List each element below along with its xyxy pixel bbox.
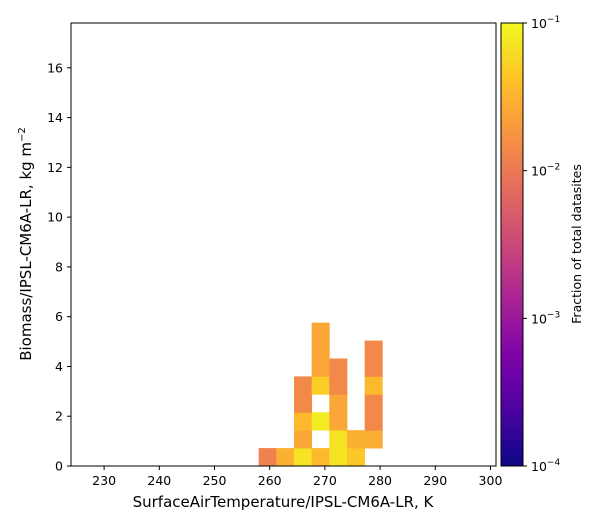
heatmap-cell (311, 358, 330, 377)
y-tick-label: 14 (47, 110, 63, 125)
heatmap-cell (276, 448, 295, 467)
x-tick-label: 280 (368, 473, 392, 488)
heatmap-cell (329, 376, 348, 395)
heatmap-cell (293, 376, 313, 395)
x-tick-label: 230 (92, 473, 116, 488)
heatmap-cell (346, 448, 366, 467)
x-tick-label: 240 (147, 473, 171, 488)
heatmap-cell (258, 448, 277, 467)
heatmap-cell (329, 358, 348, 377)
heatmap-cell (311, 376, 330, 395)
y-axis-label-sup: −2 (17, 127, 28, 142)
heatmap-cell (311, 322, 330, 341)
heatmap-cell (364, 394, 383, 413)
heatmap-cell (293, 394, 313, 413)
heatmap-cell (364, 412, 383, 431)
y-tick-label: 4 (55, 359, 63, 374)
x-tick-label: 300 (479, 473, 503, 488)
heatmap-cell (329, 448, 348, 467)
heatmap-cell (364, 358, 383, 377)
heatmap-cell (364, 340, 383, 359)
x-tick-label: 290 (423, 473, 447, 488)
heatmap-cell (364, 430, 383, 449)
y-tick-label: 10 (47, 210, 63, 225)
heatmap-cell (329, 430, 348, 449)
x-tick-label: 270 (313, 473, 337, 488)
heatmap-cell (293, 430, 313, 449)
colorbar-ticks: 10−1 10−2 10−3 10−4 (523, 15, 560, 474)
y-tick-label: 8 (55, 259, 63, 274)
x-axis: 230 240 250 260 270 280 290 300 (92, 466, 502, 488)
plot-frame (70, 22, 497, 467)
y-axis: 0 2 4 6 8 10 12 14 16 (47, 60, 71, 474)
x-axis-label: SurfaceAirTemperature/IPSL-CM6A-LR, K (133, 493, 435, 511)
y-tick-label: 0 (55, 459, 63, 474)
y-axis-label-main: Biomass/IPSL-CM6A-LR, kg m (17, 142, 35, 361)
colorbar (500, 22, 524, 467)
colorbar-tick-label: 10−4 (531, 458, 560, 474)
y-tick-label: 16 (47, 60, 63, 75)
heatmap-cell (364, 376, 383, 395)
colorbar-label: Fraction of total datasites (569, 164, 584, 324)
colorbar-tick-label: 10−1 (531, 15, 560, 31)
heatmap-cell (293, 412, 313, 431)
heatmap-cell (329, 412, 348, 431)
heatmap-cells (258, 322, 383, 467)
y-tick-label: 6 (55, 309, 63, 324)
heatmap-cell (311, 340, 330, 359)
colorbar-tick-label: 10−3 (531, 310, 560, 326)
heatmap-cell (329, 394, 348, 413)
x-tick-label: 250 (203, 473, 227, 488)
heatmap-cell (293, 448, 313, 467)
heatmap-cell (311, 412, 330, 431)
heatmap-cell (346, 430, 366, 449)
x-tick-label: 260 (258, 473, 282, 488)
y-tick-label: 2 (55, 409, 63, 424)
colorbar-tick-label: 10−2 (531, 163, 560, 179)
heatmap-cell (311, 448, 330, 467)
y-axis-label: Biomass/IPSL-CM6A-LR, kg m−2 (17, 127, 35, 361)
y-tick-label: 12 (47, 160, 63, 175)
